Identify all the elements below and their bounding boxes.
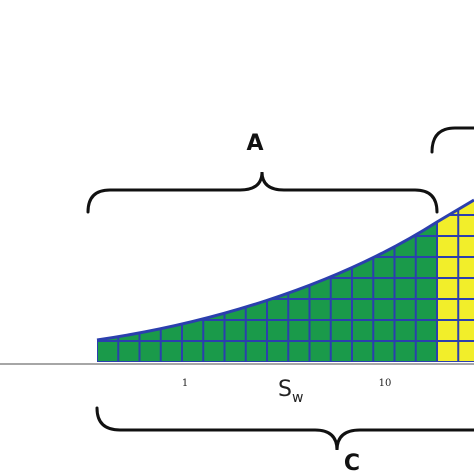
brace-label: A [246,131,263,156]
brace-top-right [430,126,474,154]
brace-top [86,171,439,214]
tick-label: 1 [182,378,188,389]
axis-label-sub: w [292,390,303,406]
axis-label-main: S [278,377,292,402]
brace-bottom [95,406,474,451]
axis-label: Sw [278,377,303,406]
curve [96,198,474,342]
yellow-region [437,200,474,362]
brace-label: C [344,451,360,474]
tick-label: 10 [379,378,392,389]
filled-area [97,200,474,362]
